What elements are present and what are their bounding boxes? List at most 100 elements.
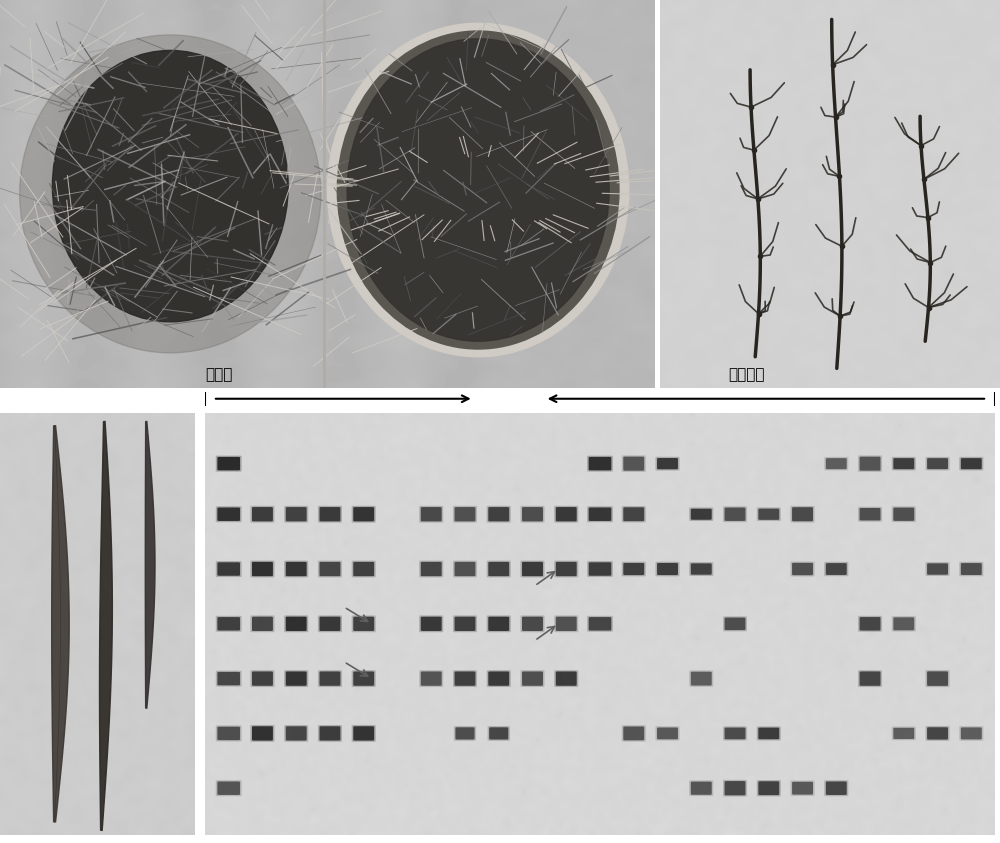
FancyBboxPatch shape — [826, 563, 847, 575]
FancyBboxPatch shape — [252, 507, 273, 521]
Text: 诱变植株: 诱变植株 — [728, 368, 764, 383]
FancyBboxPatch shape — [488, 507, 509, 521]
FancyBboxPatch shape — [286, 617, 307, 631]
FancyBboxPatch shape — [554, 670, 578, 687]
FancyBboxPatch shape — [320, 726, 340, 741]
FancyBboxPatch shape — [961, 563, 982, 575]
FancyBboxPatch shape — [353, 671, 374, 686]
FancyBboxPatch shape — [286, 561, 307, 577]
FancyBboxPatch shape — [419, 670, 443, 687]
FancyBboxPatch shape — [318, 506, 342, 523]
FancyBboxPatch shape — [758, 728, 779, 739]
FancyBboxPatch shape — [689, 781, 713, 796]
FancyBboxPatch shape — [453, 615, 477, 632]
FancyBboxPatch shape — [421, 617, 442, 631]
FancyBboxPatch shape — [488, 726, 510, 741]
FancyBboxPatch shape — [284, 725, 308, 742]
FancyBboxPatch shape — [589, 562, 611, 576]
Ellipse shape — [347, 39, 609, 341]
FancyBboxPatch shape — [216, 781, 242, 796]
FancyBboxPatch shape — [790, 506, 815, 523]
FancyBboxPatch shape — [419, 615, 443, 632]
FancyBboxPatch shape — [554, 561, 578, 577]
FancyBboxPatch shape — [353, 726, 374, 741]
FancyBboxPatch shape — [689, 670, 713, 687]
FancyBboxPatch shape — [217, 617, 240, 631]
FancyBboxPatch shape — [520, 615, 545, 632]
FancyBboxPatch shape — [353, 507, 374, 521]
FancyBboxPatch shape — [320, 671, 340, 686]
FancyBboxPatch shape — [589, 507, 611, 521]
FancyBboxPatch shape — [318, 561, 342, 577]
FancyBboxPatch shape — [454, 726, 476, 741]
FancyBboxPatch shape — [858, 670, 882, 687]
FancyBboxPatch shape — [892, 616, 916, 631]
FancyBboxPatch shape — [488, 671, 509, 686]
FancyBboxPatch shape — [723, 727, 747, 740]
FancyBboxPatch shape — [892, 457, 916, 470]
FancyBboxPatch shape — [723, 616, 747, 631]
FancyBboxPatch shape — [691, 672, 712, 685]
FancyBboxPatch shape — [858, 455, 882, 472]
FancyBboxPatch shape — [927, 728, 948, 739]
FancyBboxPatch shape — [725, 728, 745, 739]
FancyBboxPatch shape — [286, 671, 307, 686]
FancyBboxPatch shape — [959, 457, 983, 470]
FancyBboxPatch shape — [352, 561, 376, 577]
FancyBboxPatch shape — [691, 781, 712, 795]
FancyBboxPatch shape — [286, 507, 307, 521]
FancyBboxPatch shape — [252, 726, 273, 741]
FancyBboxPatch shape — [284, 615, 308, 632]
FancyBboxPatch shape — [522, 617, 543, 631]
FancyBboxPatch shape — [589, 617, 611, 631]
FancyBboxPatch shape — [892, 727, 916, 740]
FancyBboxPatch shape — [893, 617, 914, 631]
FancyBboxPatch shape — [623, 563, 644, 575]
FancyBboxPatch shape — [792, 781, 813, 795]
FancyBboxPatch shape — [252, 671, 273, 686]
FancyBboxPatch shape — [250, 615, 274, 632]
FancyBboxPatch shape — [488, 561, 509, 577]
FancyBboxPatch shape — [757, 780, 781, 797]
FancyBboxPatch shape — [216, 671, 242, 686]
FancyBboxPatch shape — [489, 728, 508, 739]
FancyBboxPatch shape — [824, 780, 848, 797]
FancyBboxPatch shape — [217, 507, 240, 521]
FancyBboxPatch shape — [927, 458, 948, 470]
FancyBboxPatch shape — [892, 507, 916, 522]
FancyBboxPatch shape — [826, 458, 847, 470]
FancyBboxPatch shape — [216, 561, 242, 577]
FancyBboxPatch shape — [587, 506, 613, 522]
FancyBboxPatch shape — [657, 728, 678, 739]
FancyBboxPatch shape — [893, 458, 914, 470]
FancyBboxPatch shape — [455, 507, 475, 521]
FancyBboxPatch shape — [419, 506, 443, 523]
FancyBboxPatch shape — [453, 561, 477, 577]
FancyBboxPatch shape — [927, 671, 948, 686]
FancyBboxPatch shape — [757, 507, 781, 521]
FancyBboxPatch shape — [926, 726, 950, 741]
FancyBboxPatch shape — [217, 457, 240, 470]
FancyBboxPatch shape — [893, 728, 914, 739]
FancyBboxPatch shape — [689, 507, 713, 521]
FancyBboxPatch shape — [216, 615, 242, 632]
FancyBboxPatch shape — [318, 670, 342, 687]
FancyBboxPatch shape — [455, 617, 475, 631]
FancyBboxPatch shape — [587, 615, 613, 632]
FancyBboxPatch shape — [487, 506, 511, 523]
FancyBboxPatch shape — [926, 670, 950, 687]
FancyBboxPatch shape — [352, 725, 376, 742]
Ellipse shape — [20, 35, 321, 353]
FancyBboxPatch shape — [961, 728, 982, 739]
FancyBboxPatch shape — [790, 781, 815, 796]
FancyBboxPatch shape — [657, 563, 678, 575]
FancyBboxPatch shape — [421, 561, 442, 577]
FancyBboxPatch shape — [623, 727, 644, 740]
FancyBboxPatch shape — [487, 561, 511, 577]
FancyBboxPatch shape — [250, 561, 274, 577]
FancyBboxPatch shape — [217, 727, 240, 740]
Polygon shape — [145, 422, 155, 708]
FancyBboxPatch shape — [352, 670, 376, 687]
FancyBboxPatch shape — [318, 615, 342, 632]
FancyBboxPatch shape — [725, 781, 745, 795]
